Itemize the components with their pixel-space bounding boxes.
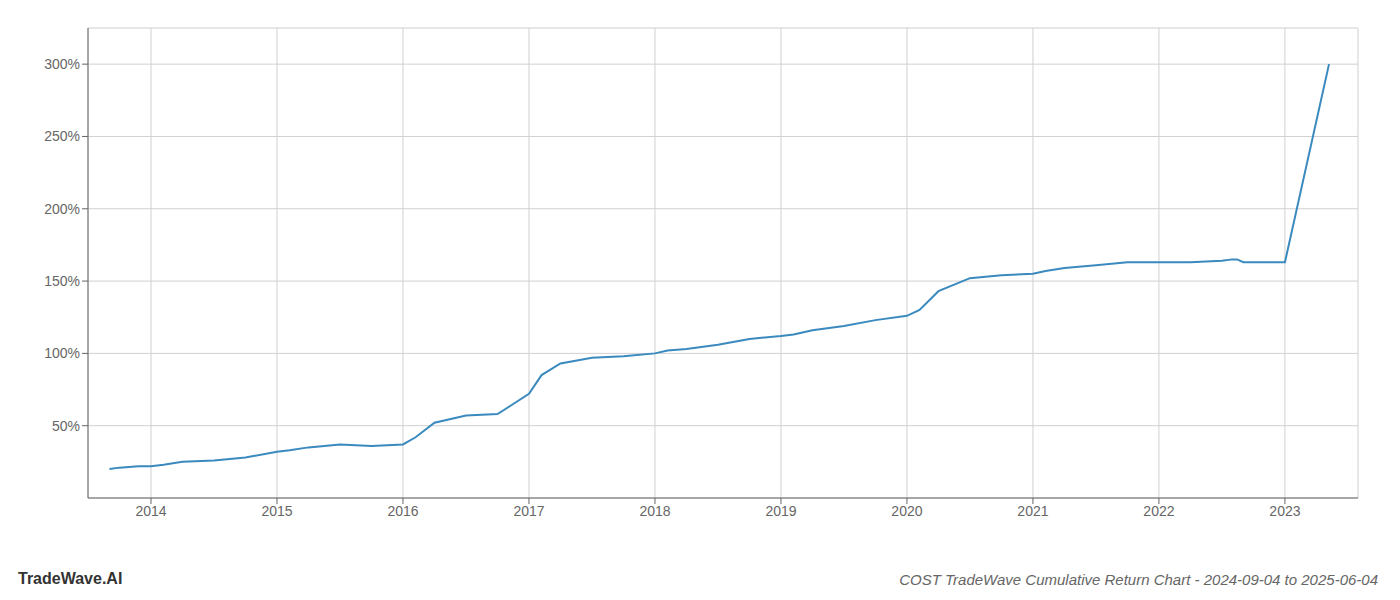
svg-text:2017: 2017 (513, 503, 544, 519)
html-text:TradeWave.AI: TradeWave.AI (18, 570, 123, 587)
svg-text:200%: 200% (44, 201, 80, 217)
svg-text:2014: 2014 (135, 503, 166, 519)
html-text:COST TradeWave Cumulative Retu: COST TradeWave Cumulative Return Chart -… (899, 571, 1378, 588)
svg-text:250%: 250% (44, 128, 80, 144)
svg-text:2023: 2023 (1269, 503, 1300, 519)
svg-text:150%: 150% (44, 273, 80, 289)
svg-text:2018: 2018 (639, 503, 670, 519)
svg-text:50%: 50% (52, 418, 80, 434)
svg-text:2019: 2019 (765, 503, 796, 519)
svg-text:300%: 300% (44, 56, 80, 72)
svg-text:100%: 100% (44, 345, 80, 361)
svg-text:2015: 2015 (261, 503, 292, 519)
svg-text:2021: 2021 (1017, 503, 1048, 519)
svg-text:2016: 2016 (387, 503, 418, 519)
svg-text:2020: 2020 (891, 503, 922, 519)
svg-text:2022: 2022 (1143, 503, 1174, 519)
